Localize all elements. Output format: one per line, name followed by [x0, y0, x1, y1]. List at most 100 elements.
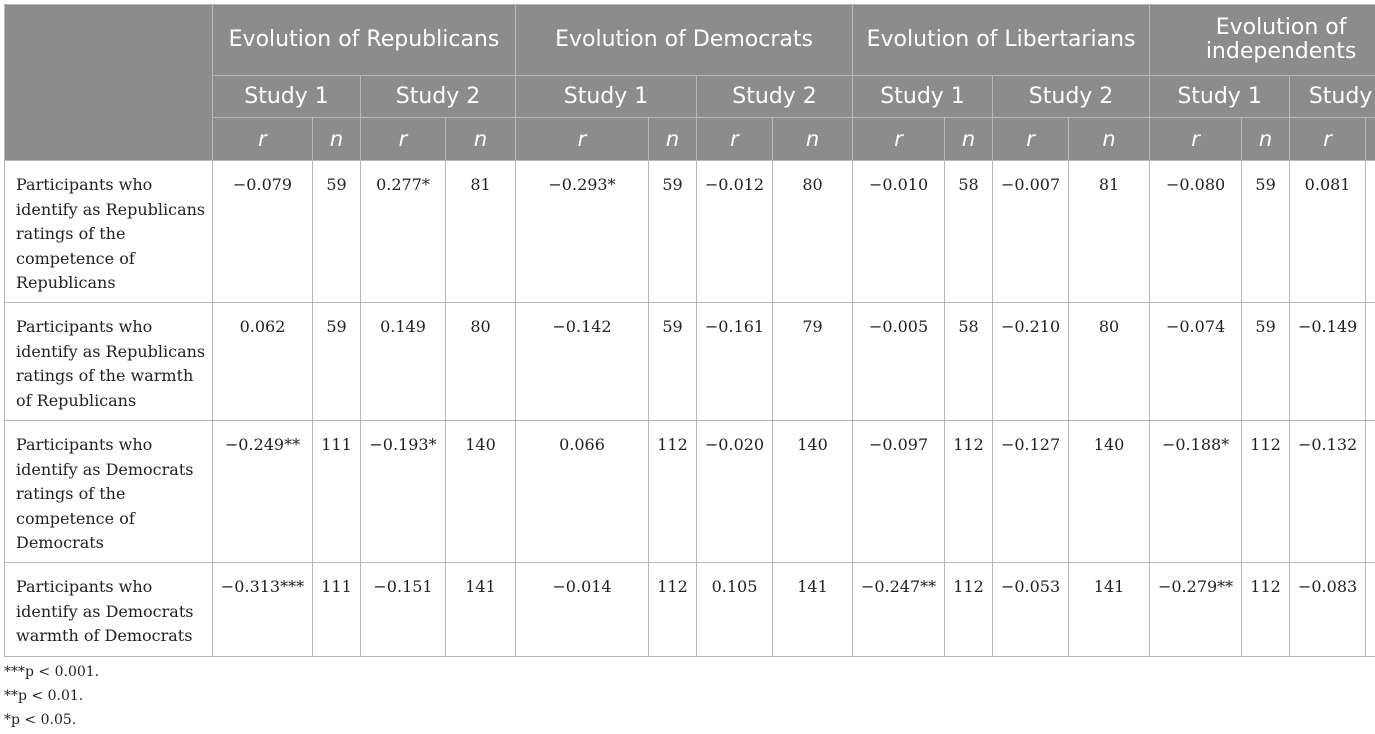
- table-cell: −0.010: [852, 160, 946, 303]
- table-row: Participants who identify as Republicans…: [4, 160, 1375, 303]
- table-cell: 81: [1068, 160, 1151, 303]
- table-cell: 0.277*: [360, 160, 446, 303]
- study-header: Study 2: [360, 75, 516, 118]
- stat-header-r: r: [360, 117, 446, 161]
- table-cell: −0.053: [992, 562, 1070, 657]
- table-row: Participants who identify as Republicans…: [4, 302, 1375, 421]
- study-header: Study 1: [1149, 75, 1291, 118]
- stat-header-n: n: [648, 117, 697, 161]
- table-cell: −0.149: [1289, 302, 1367, 421]
- stat-header-n: n: [1241, 117, 1291, 161]
- table-cell: −0.188*: [1149, 420, 1243, 563]
- table-cell: −0.014: [515, 562, 649, 657]
- table-cell: 81: [1365, 160, 1375, 303]
- stat-header-n: n: [1068, 117, 1151, 161]
- table-cell: −0.083: [1289, 562, 1367, 657]
- table-cell: 80: [771, 160, 854, 303]
- footnote: **p < 0.01.: [4, 688, 84, 704]
- row-label: Participants who identify as Republicans…: [4, 302, 213, 421]
- study-header: Study 1: [515, 75, 697, 118]
- row-label: Participants who identify as Democrats w…: [4, 562, 213, 657]
- stat-header-n: n: [771, 117, 854, 161]
- stat-header-n: n: [445, 117, 516, 161]
- table-cell: 80: [1365, 302, 1375, 421]
- table-cell: 140: [1365, 420, 1375, 563]
- table-cell: 0.066: [515, 420, 649, 563]
- table-cell: 141: [1365, 562, 1375, 657]
- stat-header-n: n: [944, 117, 994, 161]
- footnote: *p < 0.05.: [4, 712, 77, 728]
- stat-header-r: r: [852, 117, 946, 161]
- table-cell: 59: [1241, 160, 1291, 303]
- table-cell: 112: [944, 420, 994, 563]
- table-row: Participants who identify as Democrats r…: [4, 420, 1375, 563]
- correlation-table: Evolution of Republicans Evolution of De…: [4, 4, 1375, 657]
- header-corner-cell: [4, 4, 213, 161]
- table-cell: −0.249**: [212, 420, 313, 563]
- table-cell: 141: [771, 562, 854, 657]
- table-cell: 80: [1068, 302, 1151, 421]
- table-cell: −0.005: [852, 302, 946, 421]
- table-cell: 112: [648, 420, 697, 563]
- stat-header-n: n: [312, 117, 361, 161]
- table-cell: 140: [445, 420, 516, 563]
- table-cell: −0.007: [992, 160, 1070, 303]
- table-row: Participants who identify as Democrats w…: [4, 562, 1375, 657]
- table-cell: 140: [771, 420, 854, 563]
- stat-header-r: r: [1149, 117, 1243, 161]
- table-cell: −0.293*: [515, 160, 649, 303]
- table-cell: 0.149: [360, 302, 446, 421]
- table-cell: −0.313***: [212, 562, 313, 657]
- table-cell: −0.074: [1149, 302, 1243, 421]
- table-cell: 0.081: [1289, 160, 1367, 303]
- table-cell: 58: [944, 302, 994, 421]
- table-cell: −0.127: [992, 420, 1070, 563]
- stat-header-r: r: [1289, 117, 1367, 161]
- table-cell: 59: [648, 160, 697, 303]
- table-cell: −0.210: [992, 302, 1070, 421]
- table-cell: 59: [312, 302, 361, 421]
- table-cell: 58: [944, 160, 994, 303]
- table-cell: 111: [312, 420, 361, 563]
- row-label: Participants who identify as Republicans…: [4, 160, 213, 303]
- stat-header-r: r: [212, 117, 313, 161]
- table-cell: −0.151: [360, 562, 446, 657]
- stat-header-n: n: [1365, 117, 1375, 161]
- table-cell: 112: [1241, 420, 1291, 563]
- table-cell: −0.020: [696, 420, 773, 563]
- table-cell: −0.097: [852, 420, 946, 563]
- stat-header-r: r: [515, 117, 649, 161]
- table-cell: −0.080: [1149, 160, 1243, 303]
- study-header: Study 1: [212, 75, 361, 118]
- study-header: Study 2: [695, 75, 854, 118]
- table-cell: −0.161: [696, 302, 773, 421]
- footnote: ***p < 0.001.: [4, 664, 100, 680]
- table-cell: −0.142: [515, 302, 649, 421]
- table-cell: −0.193*: [360, 420, 446, 563]
- table-footnotes: ***p < 0.001. **p < 0.01. *p < 0.05.: [4, 660, 99, 732]
- table-cell: 140: [1068, 420, 1151, 563]
- table-cell: 0.062: [212, 302, 313, 421]
- table-cell: 59: [1241, 302, 1291, 421]
- table-cell: −0.132: [1289, 420, 1367, 563]
- table-cell: 79: [771, 302, 854, 421]
- group-header-democrats: Evolution of Democrats: [514, 4, 854, 76]
- table-cell: 81: [445, 160, 516, 303]
- group-header-independents: Evolution of independents: [1149, 4, 1375, 76]
- table-cell: −0.079: [212, 160, 313, 303]
- table-cell: −0.012: [696, 160, 773, 303]
- row-label: Participants who identify as Democrats r…: [4, 420, 213, 563]
- table-cell: 59: [648, 302, 697, 421]
- study-header: Study 1: [852, 75, 994, 118]
- group-header-republicans: Evolution of Republicans: [212, 4, 516, 76]
- study-header: Study 2: [1289, 75, 1375, 118]
- table-cell: 141: [1068, 562, 1151, 657]
- group-header-libertarians: Evolution of Libertarians: [852, 4, 1151, 76]
- table-cell: 112: [944, 562, 994, 657]
- table-cell: 141: [445, 562, 516, 657]
- table-cell: 59: [312, 160, 361, 303]
- table-cell: 112: [648, 562, 697, 657]
- table-cell: −0.279**: [1149, 562, 1243, 657]
- stat-header-r: r: [992, 117, 1070, 161]
- study-header: Study 2: [992, 75, 1151, 118]
